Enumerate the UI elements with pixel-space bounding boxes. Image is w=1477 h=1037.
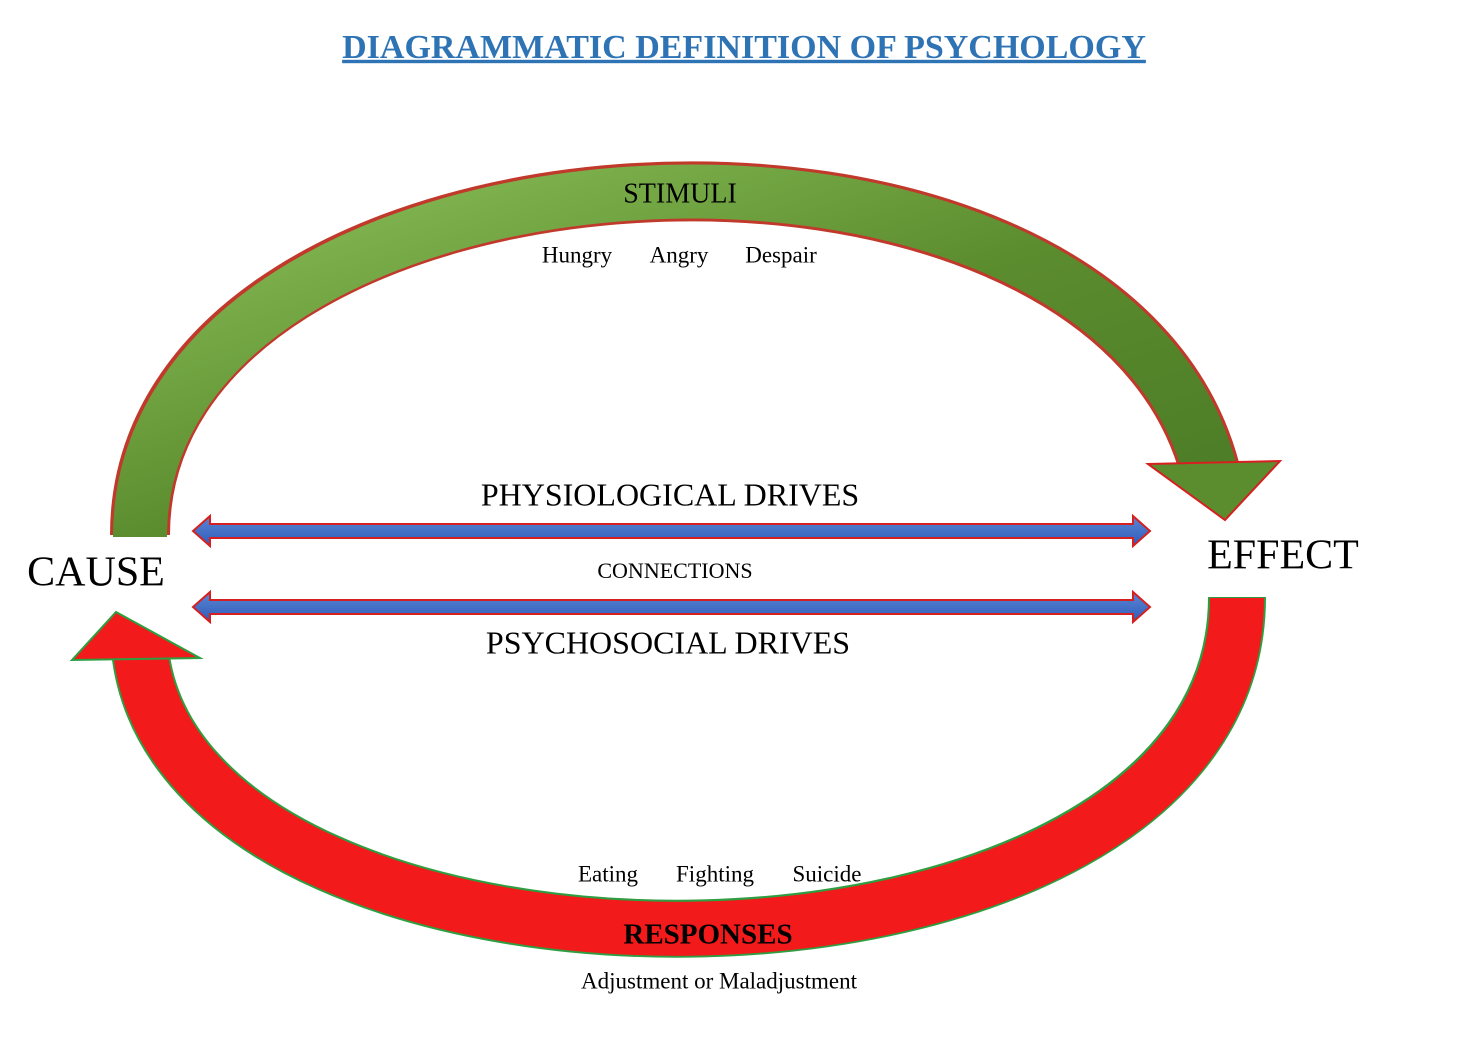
physiological-drives: PHYSIOLOGICAL DRIVES — [481, 476, 859, 512]
effect: EFFECT — [1207, 533, 1359, 579]
response: Eating — [578, 861, 639, 886]
stimuli-arrow — [110, 161, 1283, 538]
response: Suicide — [793, 861, 862, 886]
cause: CAUSE — [27, 550, 165, 596]
psychosocial-drives: PSYCHOSOCIAL DRIVES — [486, 624, 850, 660]
drives-arrow — [191, 513, 1152, 549]
stimulus: Hungry — [542, 242, 613, 267]
stimuli-label: STIMULI — [623, 178, 737, 209]
drives-arrow — [191, 589, 1152, 625]
response: Fighting — [676, 861, 754, 886]
connections: CONNECTIONS — [597, 558, 752, 583]
responses-arrow — [69, 596, 1266, 958]
title: DIAGRAMMATIC DEFINITION OF PSYCHOLOGY — [342, 29, 1146, 66]
stimulus: Despair — [745, 242, 817, 267]
responses-label: RESPONSES — [623, 919, 792, 951]
outcome: Adjustment or Maladjustment — [581, 968, 858, 993]
stimulus: Angry — [650, 242, 709, 267]
